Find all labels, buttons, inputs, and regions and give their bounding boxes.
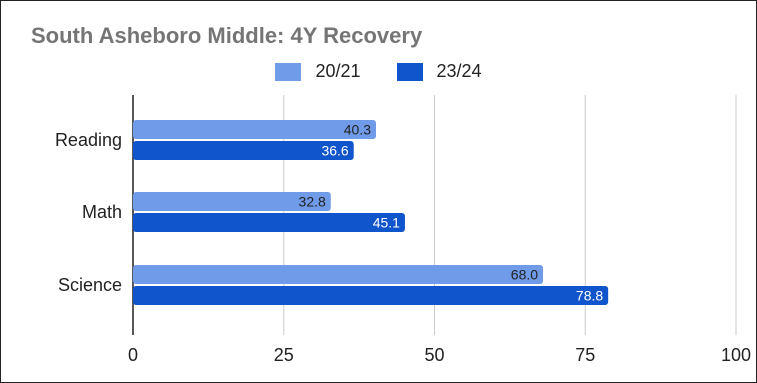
bar-math-series-2	[133, 213, 405, 232]
x-tick-label-50: 50	[424, 345, 444, 365]
category-label-reading: Reading	[55, 130, 122, 150]
data-label-math-series-1: 32.8	[299, 194, 326, 210]
bar-math-series-1	[133, 192, 331, 211]
data-label-science-series-2: 78.8	[576, 288, 603, 304]
data-label-reading-series-2: 36.6	[321, 143, 348, 159]
legend-swatch-series-1	[275, 62, 302, 81]
bar-reading-series-2	[133, 141, 354, 160]
category-label-math: Math	[82, 202, 122, 222]
x-tick-label-25: 25	[274, 345, 294, 365]
legend-item-series-2: 23/24	[396, 61, 482, 82]
bar-reading-series-1	[133, 120, 377, 139]
x-tick-label-0: 0	[128, 345, 138, 365]
x-tick-label-75: 75	[575, 345, 595, 365]
data-label-science-series-1: 68.0	[511, 267, 538, 283]
data-label-reading-series-1: 40.3	[344, 122, 371, 138]
legend-label-series-1: 20/21	[315, 61, 361, 81]
data-label-math-series-2: 45.1	[373, 215, 400, 231]
legend-item-series-1: 20/21	[275, 61, 361, 82]
legend-swatch-series-2	[396, 62, 423, 81]
legend-label-series-2: 23/24	[436, 61, 482, 81]
bar-science-series-2	[133, 286, 609, 305]
category-label-science: Science	[58, 275, 122, 295]
chart-legend: 20/21 23/24	[1, 61, 756, 82]
chart-title: South Asheboro Middle: 4Y Recovery	[31, 23, 423, 48]
x-tick-label-100: 100	[721, 345, 751, 365]
bar-science-series-1	[133, 265, 544, 284]
